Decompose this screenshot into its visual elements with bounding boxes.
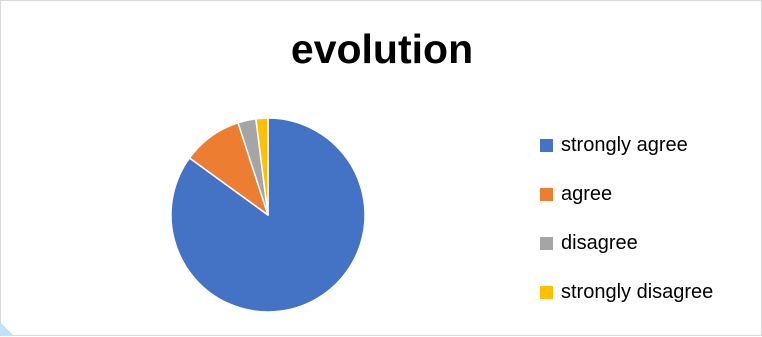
legend-swatch-strongly-disagree — [540, 286, 553, 299]
pie-slice-strongly-disagree — [255, 117, 269, 216]
legend-label-strongly-agree: strongly agree — [561, 134, 688, 156]
chart-title: evolution — [290, 26, 474, 72]
legend-swatch-disagree — [540, 237, 553, 250]
legend-label-disagree: disagree — [561, 232, 638, 254]
legend-label-strongly-disagree: strongly disagree — [561, 281, 714, 303]
legend-label-agree: agree — [561, 183, 613, 205]
corner-accent-decoration — [0, 322, 14, 336]
legend-swatch-agree — [540, 188, 553, 201]
legend-swatch-strongly-agree — [540, 139, 553, 152]
